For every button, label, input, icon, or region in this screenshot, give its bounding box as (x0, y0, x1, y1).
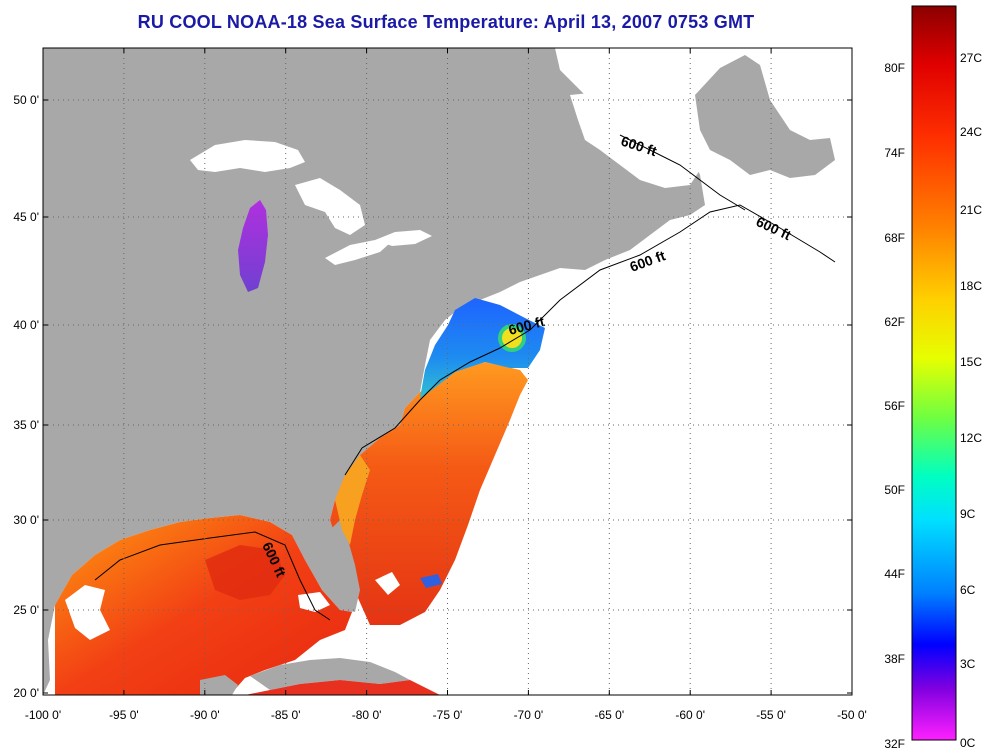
x-tick-label: -90 0' (190, 708, 220, 722)
colorbar-f-label: 56F (884, 399, 905, 413)
colorbar-f-label: 74F (884, 146, 905, 160)
colorbar-c-label: 18C (960, 279, 982, 293)
colorbar-f-label: 80F (884, 61, 905, 75)
x-axis: -100 0' -95 0' -90 0' -85 0' -80 0' -75 0' -70… (25, 48, 867, 722)
y-axis: 50 0' 45 0' 40 0' 35 0' 30 0' 25 0' 20 0' (13, 93, 852, 700)
map-title: RU COOL NOAA-18 Sea Surface Temperature:… (137, 12, 755, 32)
colorbar-c-label: 3C (960, 657, 976, 671)
caribbean-sst (245, 680, 440, 695)
land-north-america (43, 48, 705, 695)
lake-ontario (375, 230, 432, 246)
contour-600ft-atlantic-2 (619, 134, 746, 211)
x-tick-label: -75 0' (433, 708, 463, 722)
colorbar-c-label: 15C (960, 355, 982, 369)
y-tick-label: 40 0' (13, 318, 39, 332)
gulf-st-lawrence (570, 92, 700, 188)
yucatan-land (200, 675, 238, 695)
colorbar-f-label: 32F (884, 737, 905, 751)
colorbar-f-label: 38F (884, 652, 905, 666)
colorbar-f-label: 68F (884, 231, 905, 245)
x-tick-label: -80 0' (352, 708, 382, 722)
lake-superior (190, 140, 305, 172)
x-tick-label: -55 0' (756, 708, 786, 722)
colorbar (911, 5, 957, 741)
colorbar-c-label: 9C (960, 507, 976, 521)
y-tick-label: 35 0' (13, 418, 39, 432)
y-tick-label: 30 0' (13, 513, 39, 527)
cuba-land (250, 658, 410, 690)
contour-600ft-gulf (94, 531, 331, 621)
x-tick-label: -85 0' (271, 708, 301, 722)
y-tick-label: 25 0' (13, 603, 39, 617)
gulf-cloud-cover-2 (298, 592, 330, 612)
x-tick-label: -60 0' (675, 708, 705, 722)
contour-600ft-east (344, 204, 836, 476)
florida-shelf-sst (335, 455, 370, 545)
colorbar-f-label: 62F (884, 315, 905, 329)
lake-erie (325, 240, 390, 265)
gulf-warm-core (205, 545, 285, 600)
colorbar-c-label: 6C (960, 583, 976, 597)
x-tick-label: -50 0' (837, 708, 867, 722)
x-tick-label: -65 0' (594, 708, 624, 722)
colorbar-c-label: 21C (960, 203, 982, 217)
y-tick-label: 50 0' (13, 93, 39, 107)
colorbar-f-label: 50F (884, 483, 905, 497)
land-newfoundland (695, 55, 835, 178)
colorbar-c-label: 27C (960, 51, 982, 65)
y-tick-label: 20 0' (13, 686, 39, 700)
gulf-cloud-cover (65, 585, 110, 640)
land-nova-scotia (590, 185, 705, 245)
x-tick-label: -100 0' (25, 708, 61, 722)
colorbar-celsius-labels: 27C 24C 21C 18C 15C 12C 9C 6C 3C 0C (960, 51, 982, 750)
lake-huron (295, 178, 365, 235)
colorbar-c-label: 12C (960, 431, 982, 445)
y-tick-label: 45 0' (13, 210, 39, 224)
colorbar-c-label: 24C (960, 125, 982, 139)
colorbar-f-label: 44F (884, 567, 905, 581)
x-tick-label: -95 0' (109, 708, 139, 722)
atlantic-warm-sst (330, 362, 528, 625)
x-tick-label: -70 0' (514, 708, 544, 722)
colorbar-fahrenheit-labels: 80F 74F 68F 62F 56F 50F 44F 38F 32F (884, 61, 905, 751)
bahamas (375, 572, 400, 595)
lake-michigan-sst (238, 200, 268, 292)
bahamas-cold-patch (420, 574, 442, 588)
florida-land (305, 520, 360, 612)
colorbar-c-label: 0C (960, 736, 976, 750)
